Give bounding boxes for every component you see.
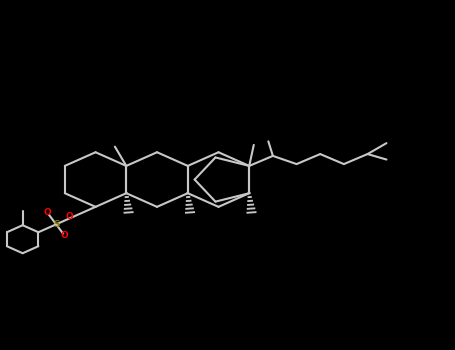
Text: O: O — [61, 231, 69, 240]
Text: O: O — [66, 212, 73, 221]
Text: S: S — [53, 220, 60, 229]
Text: O: O — [44, 208, 51, 217]
